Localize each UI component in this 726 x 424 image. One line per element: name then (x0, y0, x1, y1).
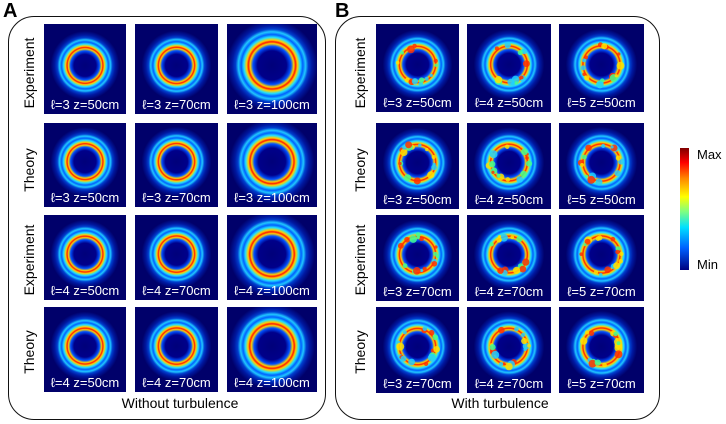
tile-caption: ℓ=4 z=70cm (142, 283, 211, 298)
tile-caption: ℓ=4 z=70cm (142, 375, 211, 390)
intensity-tile: ℓ=4 z=70cm (135, 215, 218, 300)
colorbar (680, 148, 689, 270)
panel-b-row-label: Experiment (352, 224, 368, 296)
panel-a-caption: Without turbulence (121, 395, 239, 411)
tile-caption: ℓ=4 z=70cm (474, 376, 544, 391)
intensity-tile: ℓ=5 z=50cm (559, 123, 644, 209)
intensity-tile: ℓ=4 z=50cm (44, 215, 126, 300)
intensity-tile: ℓ=3 z=100cm (227, 123, 317, 207)
tile-caption: ℓ=3 z=70cm (142, 190, 211, 205)
intensity-tile: ℓ=3 z=70cm (376, 307, 459, 393)
intensity-tile: ℓ=4 z=70cm (135, 307, 218, 392)
tile-caption: ℓ=5 z=50cm (567, 95, 636, 110)
intensity-tile: ℓ=4 z=70cm (467, 215, 551, 301)
panel-b-row-label: Theory (352, 330, 368, 374)
panel-a-row-label: Theory (21, 148, 37, 192)
tile-caption: ℓ=4 z=50cm (474, 192, 544, 207)
intensity-tile: ℓ=4 z=70cm (467, 307, 551, 393)
panel-a-row-label: Experiment (21, 224, 37, 296)
tile-caption: ℓ=4 z=100cm (234, 283, 310, 298)
intensity-tile: ℓ=4 z=50cm (467, 123, 551, 209)
tile-caption: ℓ=3 z=50cm (383, 192, 452, 207)
intensity-tile: ℓ=4 z=50cm (44, 307, 126, 392)
tile-caption: ℓ=4 z=100cm (234, 375, 310, 390)
panel-a-row-label: Experiment (21, 37, 37, 109)
tile-caption: ℓ=3 z=50cm (383, 95, 452, 110)
intensity-tile: ℓ=3 z=70cm (135, 123, 218, 207)
tile-caption: ℓ=5 z=70cm (567, 376, 636, 391)
panel-b-letter: B (335, 0, 350, 22)
intensity-tile: ℓ=5 z=70cm (559, 215, 644, 301)
tile-caption: ℓ=4 z=50cm (474, 95, 544, 110)
panel-b-frame (335, 16, 660, 420)
colorbar-min-label: Min (697, 257, 718, 272)
intensity-tile: ℓ=3 z=100cm (227, 24, 317, 114)
tile-caption: ℓ=3 z=50cm (50, 190, 120, 205)
intensity-tile: ℓ=3 z=50cm (44, 24, 126, 114)
tile-caption: ℓ=4 z=50cm (50, 375, 120, 390)
tile-caption: ℓ=3 z=70cm (383, 284, 452, 299)
intensity-tile: ℓ=3 z=70cm (135, 24, 218, 114)
panel-b-caption: With turbulence (451, 395, 549, 411)
intensity-tile: ℓ=4 z=100cm (227, 307, 317, 392)
tile-caption: ℓ=3 z=100cm (234, 97, 310, 112)
intensity-tile: ℓ=5 z=70cm (559, 307, 644, 393)
intensity-tile: ℓ=3 z=50cm (376, 24, 459, 112)
panel-a-frame (8, 16, 326, 420)
tile-caption: ℓ=5 z=70cm (567, 284, 636, 299)
tile-caption: ℓ=3 z=70cm (383, 376, 452, 391)
tile-caption: ℓ=3 z=100cm (234, 190, 310, 205)
intensity-tile: ℓ=3 z=70cm (376, 215, 459, 301)
tile-caption: ℓ=3 z=50cm (50, 97, 120, 112)
tile-caption: ℓ=4 z=50cm (50, 283, 120, 298)
intensity-tile: ℓ=3 z=50cm (44, 123, 126, 207)
tile-caption: ℓ=5 z=50cm (567, 192, 636, 207)
colorbar-max-label: Max (697, 147, 722, 162)
intensity-tile: ℓ=5 z=50cm (559, 24, 644, 112)
intensity-tile: ℓ=4 z=100cm (227, 215, 317, 300)
tile-caption: ℓ=4 z=70cm (474, 284, 544, 299)
panel-b-row-label: Theory (352, 148, 368, 192)
intensity-tile: ℓ=3 z=50cm (376, 123, 459, 209)
intensity-tile: ℓ=4 z=50cm (467, 24, 551, 112)
panel-a-row-label: Theory (21, 330, 37, 374)
panel-b-row-label: Experiment (352, 37, 368, 109)
tile-caption: ℓ=3 z=70cm (142, 97, 211, 112)
panel-a-letter: A (3, 0, 18, 22)
